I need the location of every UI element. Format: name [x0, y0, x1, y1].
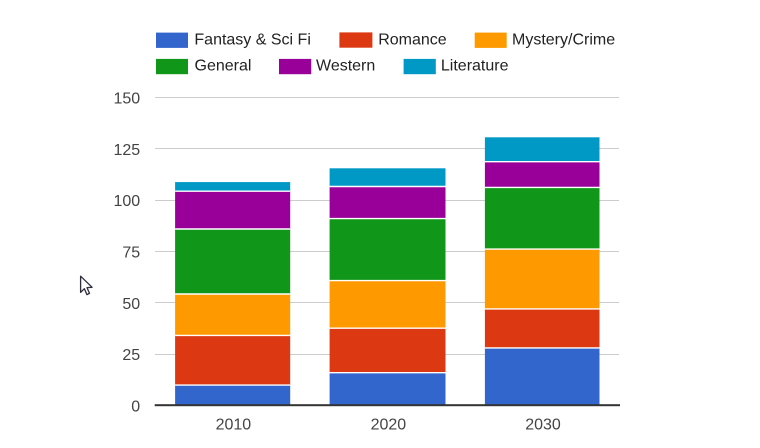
svg-text:2010: 2010: [216, 417, 252, 434]
svg-text:125: 125: [113, 142, 140, 159]
svg-text:Literature: Literature: [441, 58, 509, 75]
svg-text:50: 50: [122, 296, 140, 313]
svg-text:75: 75: [122, 244, 140, 261]
svg-text:25: 25: [122, 347, 140, 364]
svg-text:General: General: [195, 58, 252, 75]
svg-text:0: 0: [131, 398, 140, 415]
svg-text:2030: 2030: [525, 417, 561, 434]
svg-text:150: 150: [113, 91, 140, 108]
svg-text:2020: 2020: [371, 417, 407, 434]
svg-text:Fantasy & Sci Fi: Fantasy & Sci Fi: [194, 32, 310, 49]
svg-text:Western: Western: [316, 58, 375, 75]
svg-text:100: 100: [113, 193, 140, 210]
svg-text:Romance: Romance: [378, 32, 447, 49]
svg-text:Mystery/Crime: Mystery/Crime: [512, 32, 615, 49]
